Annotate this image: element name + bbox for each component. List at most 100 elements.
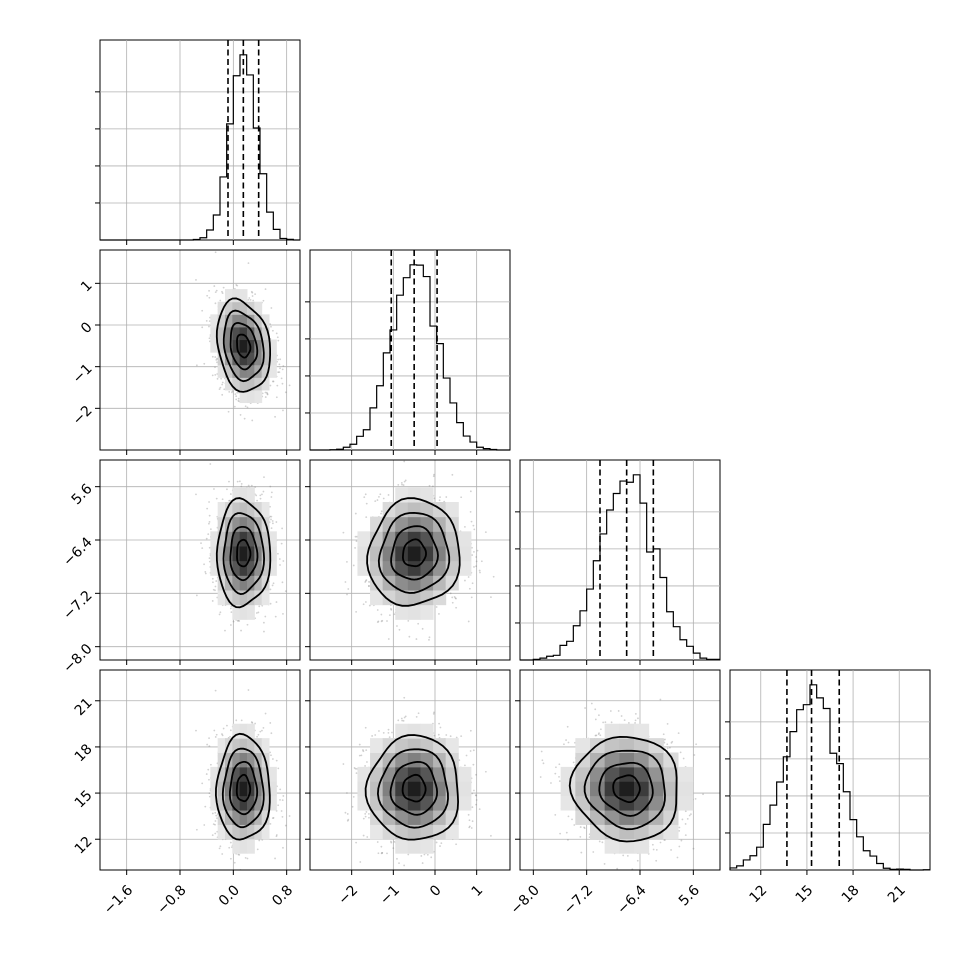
sample-point [270, 491, 273, 494]
density-cell [407, 560, 421, 576]
sample-point [251, 291, 254, 294]
sample-point [435, 606, 438, 608]
sample-point [346, 593, 348, 596]
sample-point [453, 596, 456, 598]
sample-point [279, 367, 281, 370]
sample-point [271, 380, 274, 383]
sample-point [415, 638, 418, 640]
sample-point [275, 396, 278, 399]
sample-point [270, 518, 272, 521]
sample-point [236, 619, 239, 622]
density-cell [239, 352, 248, 366]
sample-point [278, 558, 281, 560]
density-cell [269, 531, 277, 547]
density-cell [217, 560, 226, 576]
sample-point [211, 577, 214, 580]
sample-point [235, 395, 238, 398]
sample-point [278, 371, 281, 374]
density-cell [217, 502, 226, 518]
sample-point [390, 608, 393, 611]
sample-point [387, 638, 390, 640]
sample-point [282, 365, 285, 367]
sample-point [228, 499, 230, 502]
density-cell [269, 339, 277, 353]
density-cell [254, 389, 263, 404]
density-cell [254, 339, 263, 353]
density-cell [261, 531, 270, 547]
sample-point [401, 483, 403, 486]
sample-point [257, 611, 260, 614]
density-cell [445, 575, 459, 591]
density-cell [433, 575, 447, 591]
sample-point [208, 289, 210, 292]
density-cell [217, 590, 226, 606]
density-cell [269, 546, 277, 562]
sample-point [269, 588, 272, 591]
sample-point [471, 582, 474, 585]
density-cell [254, 590, 263, 606]
sample-point [362, 603, 365, 606]
panel-frame [99, 39, 301, 241]
sample-point [235, 398, 238, 401]
sample-point [364, 580, 367, 582]
sample-point [214, 356, 217, 358]
y-tick-label: 5.6 [69, 481, 96, 508]
sample-point [393, 613, 396, 616]
density-cell [382, 590, 396, 606]
sample-point [374, 500, 377, 503]
sample-point [364, 601, 367, 603]
density-cell [232, 604, 241, 620]
density-cell [225, 377, 233, 391]
sample-point [445, 496, 448, 498]
sample-point [247, 298, 250, 301]
sample-point [272, 380, 275, 383]
sample-point [269, 384, 272, 387]
sample-point [476, 549, 479, 552]
density-cell [420, 487, 434, 503]
sample-point [208, 296, 211, 299]
contour-level-1 [390, 525, 439, 581]
sample-point [460, 496, 463, 499]
sample-point [279, 564, 281, 566]
y-tick-label: −6.4 [60, 534, 95, 569]
sample-point [278, 363, 281, 366]
density-cell [239, 487, 248, 503]
sample-point [256, 499, 258, 502]
density-cell [232, 301, 241, 315]
sample-point [271, 520, 274, 522]
sample-point [237, 399, 240, 402]
sample-point [271, 584, 274, 587]
density-cell [232, 516, 241, 532]
density-cell [407, 502, 421, 518]
sample-point [277, 339, 280, 342]
sample-point [246, 623, 249, 626]
sample-point [272, 582, 275, 585]
sample-point [269, 505, 271, 508]
sample-point [484, 531, 487, 534]
panel-2-0: −8.0−7.2−6.45.6 [60, 459, 301, 676]
sample-point [236, 480, 239, 483]
sample-point [214, 373, 217, 376]
density-cell [239, 560, 248, 576]
sample-point [240, 629, 242, 632]
sample-point [208, 514, 211, 517]
sample-point [269, 602, 272, 605]
sample-point [228, 390, 231, 393]
density-cell [239, 364, 248, 378]
sample-point [261, 604, 264, 607]
sample-point [216, 361, 218, 364]
histogram-1 [310, 264, 510, 451]
sample-point [277, 371, 280, 374]
sample-point [472, 524, 475, 527]
sample-point [215, 580, 218, 582]
sample-point [209, 528, 212, 531]
density-cell [433, 546, 447, 562]
sample-point [269, 323, 271, 325]
contour-level-2 [377, 511, 451, 594]
density-cell [247, 502, 255, 518]
density-cell [239, 516, 248, 532]
density-cell [210, 531, 219, 547]
sample-point [403, 460, 406, 463]
sample-point [277, 552, 279, 555]
